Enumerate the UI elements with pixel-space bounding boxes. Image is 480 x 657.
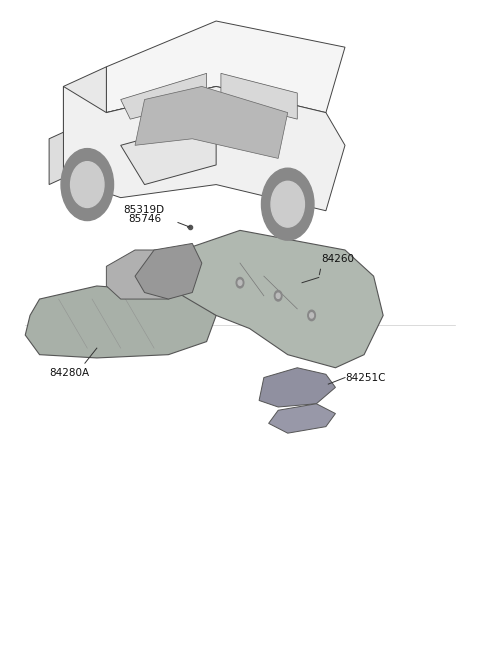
Polygon shape	[25, 286, 216, 358]
Circle shape	[238, 280, 242, 285]
Circle shape	[61, 148, 114, 221]
Polygon shape	[120, 119, 216, 185]
Polygon shape	[135, 244, 202, 299]
Polygon shape	[269, 404, 336, 433]
Circle shape	[262, 168, 314, 240]
Circle shape	[71, 162, 104, 208]
Text: 84260: 84260	[321, 254, 354, 264]
Text: 85319D: 85319D	[123, 206, 164, 215]
Circle shape	[308, 310, 315, 321]
Polygon shape	[183, 231, 383, 368]
Polygon shape	[221, 74, 297, 119]
Circle shape	[275, 290, 282, 301]
Polygon shape	[135, 87, 288, 158]
Polygon shape	[63, 67, 107, 132]
Circle shape	[236, 277, 244, 288]
Polygon shape	[107, 250, 183, 299]
Text: 84280A: 84280A	[49, 368, 89, 378]
Polygon shape	[49, 132, 63, 185]
Circle shape	[276, 293, 280, 298]
Circle shape	[271, 181, 304, 227]
Circle shape	[310, 313, 313, 318]
Polygon shape	[120, 74, 206, 119]
Text: 85746: 85746	[128, 214, 161, 224]
Text: 84251C: 84251C	[345, 373, 385, 382]
Polygon shape	[107, 87, 216, 145]
Polygon shape	[63, 87, 345, 211]
Polygon shape	[259, 368, 336, 407]
Polygon shape	[107, 21, 345, 112]
